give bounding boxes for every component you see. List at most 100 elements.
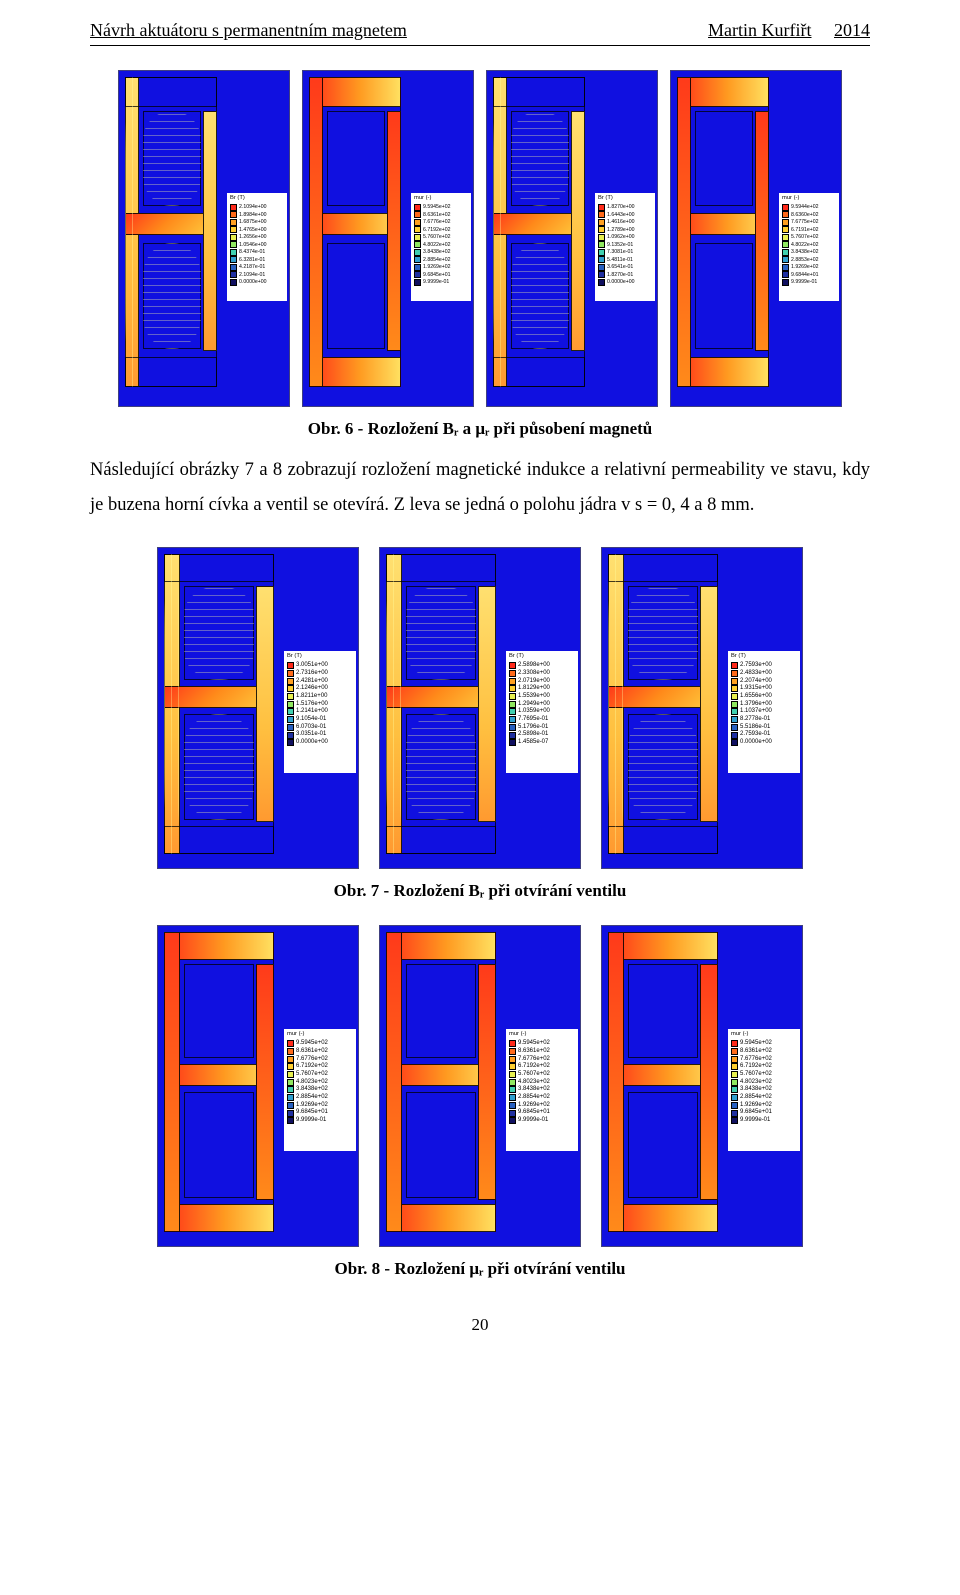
- legend: mur (-)9.5944e+028.6360e+027.6775e+026.7…: [779, 193, 839, 301]
- legend-value: 9.9999e-01: [518, 1117, 548, 1124]
- legend-swatch: [598, 234, 605, 241]
- legend-value: 9.5945e+02: [740, 1040, 772, 1047]
- legend-swatch: [731, 716, 738, 723]
- legend-value: 1.9269e+02: [423, 264, 451, 270]
- legend-entry: 0.0000e+00: [230, 279, 284, 286]
- legend-swatch: [414, 241, 421, 248]
- legend-swatch: [509, 732, 516, 739]
- legend-entry: 8.2778e-01: [731, 716, 797, 723]
- legend-entry: 1.8984e+00: [230, 211, 284, 218]
- legend-entry: 6.3281e-01: [230, 256, 284, 263]
- legend-swatch: [731, 662, 738, 669]
- legend-swatch: [509, 701, 516, 708]
- legend-swatch: [509, 1086, 516, 1093]
- legend-entry: 4.8022e+02: [782, 241, 836, 248]
- legend-entry: 1.4765e+00: [230, 226, 284, 233]
- legend-swatch: [782, 219, 789, 226]
- legend-entry: 2.7316e+00: [287, 670, 353, 677]
- legend-value: 9.6845e+01: [740, 1109, 772, 1116]
- legend-swatch: [731, 701, 738, 708]
- legend-entry: 7.6776e+02: [731, 1056, 797, 1063]
- legend-value: 3.8438e+02: [296, 1086, 328, 1093]
- legend-value: 1.8129e+00: [518, 685, 550, 692]
- fig7-row: Br (T)3.0051e+002.7316e+002.4281e+002.12…: [90, 547, 870, 869]
- legend-swatch: [598, 249, 605, 256]
- legend-value: 3.8438e+02: [518, 1086, 550, 1093]
- legend-entry: 3.8438e+02: [782, 249, 836, 256]
- legend-entry: 1.9269e+02: [782, 264, 836, 271]
- legend-entry: 9.5945e+02: [414, 204, 468, 211]
- legend-value: 1.6875e+00: [239, 219, 267, 225]
- legend-entry: 6.7192e+02: [287, 1063, 353, 1070]
- legend-swatch: [230, 249, 237, 256]
- legend: Br (T)2.5898e+002.3308e+002.0719e+001.81…: [506, 651, 578, 773]
- legend-swatch: [287, 1117, 294, 1124]
- legend-swatch: [598, 219, 605, 226]
- legend-entry: 2.8854e+02: [509, 1094, 575, 1101]
- legend-swatch: [782, 211, 789, 218]
- legend-value: 5.1796e-01: [518, 724, 548, 731]
- legend-value: 5.7607e+02: [518, 1071, 550, 1078]
- legend-value: 0.0000e+00: [607, 279, 635, 285]
- legend-swatch: [287, 708, 294, 715]
- legend-entry: 6.7192e+02: [509, 1063, 575, 1070]
- legend-title: mur (-): [782, 195, 836, 202]
- legend-entry: 1.6875e+00: [230, 219, 284, 226]
- legend-swatch: [782, 264, 789, 271]
- legend-value: 8.6361e+02: [740, 1048, 772, 1055]
- legend-swatch: [414, 219, 421, 226]
- fig7-panel-3: Br (T)2.7593e+002.4833e+002.2074e+001.93…: [601, 547, 803, 869]
- legend-entry: 1.4616e+00: [598, 219, 652, 226]
- legend-entry: 6.7192e+02: [731, 1063, 797, 1070]
- fig6-panel-3-br: Br (T)1.8270e+001.6443e+001.4616e+001.27…: [486, 70, 658, 407]
- legend-value: 0.0000e+00: [740, 739, 772, 746]
- legend-value: 5.7607e+02: [423, 234, 451, 240]
- legend-value: 9.6845e+01: [423, 272, 451, 278]
- legend-swatch: [509, 685, 516, 692]
- legend-value: 4.8022e+02: [791, 242, 819, 248]
- legend-entry: 5.1796e-01: [509, 724, 575, 731]
- legend-value: 7.3081e-01: [607, 249, 633, 255]
- legend-value: 9.9999e-01: [740, 1117, 770, 1124]
- legend-value: 1.8211e+00: [296, 693, 327, 700]
- legend-swatch: [731, 1048, 738, 1055]
- legend-swatch: [731, 739, 738, 746]
- header-title: Návrh aktuátoru s permanentním magnetem: [90, 20, 407, 41]
- legend-value: 1.8270e+00: [607, 204, 635, 210]
- legend-swatch: [731, 1040, 738, 1047]
- legend-swatch: [509, 670, 516, 677]
- legend-title: mur (-): [287, 1031, 353, 1038]
- legend-swatch: [287, 1079, 294, 1086]
- legend-entry: 9.9999e-01: [414, 279, 468, 286]
- legend-value: 9.5944e+02: [791, 204, 819, 210]
- legend-swatch: [509, 1079, 516, 1086]
- fig8-caption: Obr. 8 - Rozložení μᵣ při otvírání venti…: [90, 1259, 870, 1279]
- legend-value: 4.8023e+02: [296, 1079, 328, 1086]
- legend-swatch: [509, 1048, 516, 1055]
- legend-value: 2.0719e+00: [518, 678, 550, 685]
- legend-entry: 6.0703e-01: [287, 724, 353, 731]
- legend-swatch: [287, 670, 294, 677]
- legend-title: Br (T): [731, 653, 797, 660]
- legend-value: 1.2141e+00: [296, 708, 328, 715]
- legend-value: 1.8270e-01: [607, 272, 633, 278]
- legend-value: 1.0359e+00: [518, 708, 550, 715]
- legend-value: 8.6361e+02: [518, 1048, 550, 1055]
- legend-swatch: [598, 264, 605, 271]
- legend-swatch: [230, 226, 237, 233]
- legend-swatch: [731, 732, 738, 739]
- legend-swatch: [509, 716, 516, 723]
- legend-value: 1.5539e+00: [518, 693, 550, 700]
- legend-entry: 5.7607e+02: [731, 1071, 797, 1078]
- fig7-panel-2: Br (T)2.5898e+002.3308e+002.0719e+001.81…: [379, 547, 581, 869]
- legend-value: 1.9269e+02: [740, 1102, 772, 1109]
- legend-entry: 2.7593e-01: [731, 731, 797, 738]
- legend-swatch: [598, 256, 605, 263]
- legend-swatch: [509, 1071, 516, 1078]
- legend-entry: 8.6361e+02: [509, 1048, 575, 1055]
- legend-entry: 9.6844e+01: [782, 271, 836, 278]
- legend-swatch: [509, 708, 516, 715]
- legend-swatch: [287, 1094, 294, 1101]
- header-year: 2014: [834, 20, 870, 40]
- legend-entry: 3.0351e-01: [287, 731, 353, 738]
